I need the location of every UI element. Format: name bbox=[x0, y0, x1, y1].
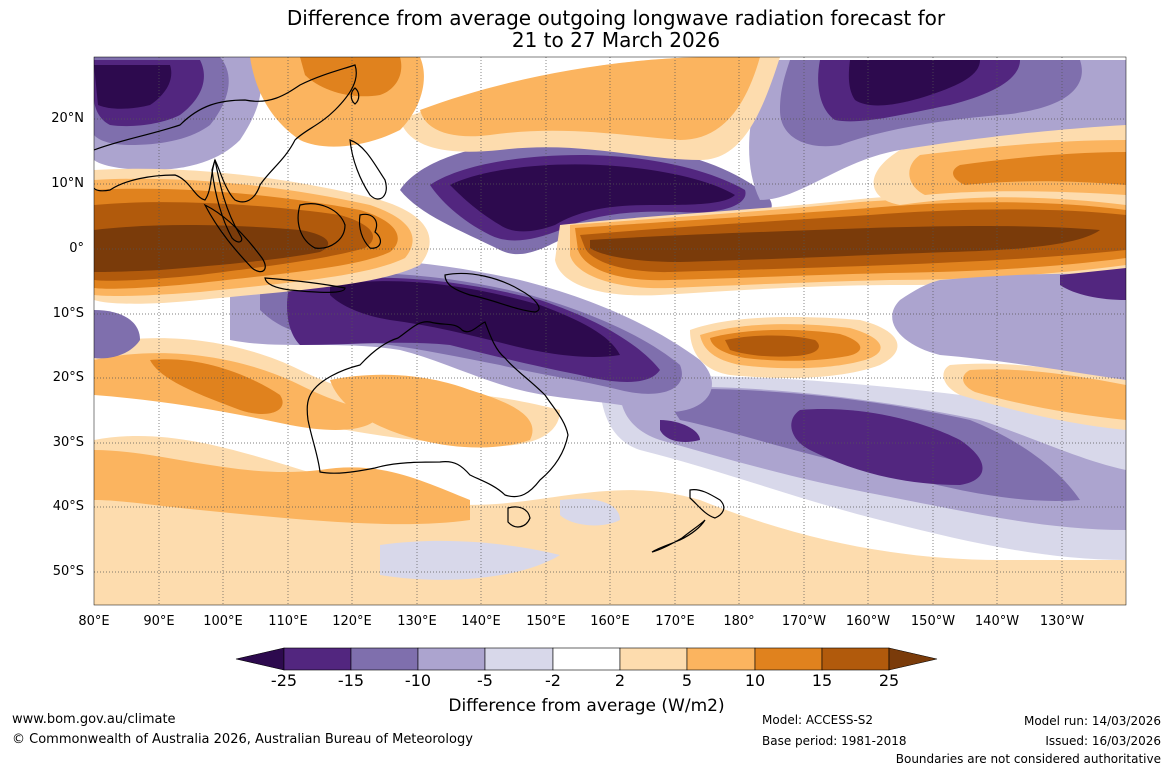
colorbar-bin-8 bbox=[821, 647, 890, 671]
lon-label-90e: 90°E bbox=[143, 614, 175, 629]
lat-label-20s: 20°S bbox=[52, 370, 84, 385]
issued-date: Issued: 16/03/2026 bbox=[1045, 734, 1161, 748]
colorbar-label-minus5: -5 bbox=[477, 671, 493, 690]
lon-label-160e: 160°E bbox=[590, 614, 630, 629]
colorbar-label-5: 5 bbox=[681, 671, 693, 690]
lon-label-170w: 170°W bbox=[781, 614, 827, 629]
colorbar-label-minus15: -15 bbox=[337, 671, 365, 690]
graticule bbox=[94, 57, 1126, 605]
lon-label-140w: 140°W bbox=[974, 614, 1020, 629]
colorbar-bin-0 bbox=[283, 647, 352, 671]
lon-label-140e: 140°E bbox=[461, 614, 501, 629]
taiwan-coastline bbox=[350, 87, 360, 105]
anomaly-field bbox=[94, 57, 1126, 605]
australia-coastline bbox=[306, 321, 569, 498]
copyright-text: © Commonwealth of Australia 2026, Austra… bbox=[12, 732, 473, 747]
lon-label-160w: 160°W bbox=[845, 614, 891, 629]
map-frame bbox=[93, 56, 1127, 606]
lat-label-10n: 10°N bbox=[51, 176, 84, 191]
colorbar-high-arrow bbox=[888, 647, 938, 671]
borneo-coastline bbox=[297, 203, 346, 249]
colorbar-bin-7 bbox=[754, 647, 823, 671]
colorbar-label-10: 10 bbox=[744, 671, 766, 690]
new-guinea-coastline bbox=[444, 272, 540, 313]
sulawesi-coastline bbox=[358, 213, 382, 249]
lon-label-180: 180° bbox=[723, 614, 755, 629]
colorbar-label-25: 25 bbox=[878, 671, 900, 690]
colorbar-label-minus10: -10 bbox=[404, 671, 432, 690]
colorbar-label-minus25: -25 bbox=[270, 671, 298, 690]
lon-label-150e: 150°E bbox=[526, 614, 566, 629]
colorbar-bin-1 bbox=[350, 647, 419, 671]
lat-label-10s: 10°S bbox=[52, 306, 84, 321]
lat-label-20n: 20°N bbox=[51, 111, 84, 126]
java-coastline bbox=[264, 277, 346, 293]
model-run-date: Model run: 14/03/2026 bbox=[1023, 714, 1161, 728]
lat-label-0: 0° bbox=[69, 241, 84, 256]
coastlines bbox=[94, 64, 725, 553]
colorbar bbox=[235, 647, 938, 671]
colorbar-label-2: 2 bbox=[614, 671, 626, 690]
malay-peninsula-coastline bbox=[211, 159, 243, 243]
map-title-line1: Difference from average outgoing longwav… bbox=[286, 6, 946, 30]
new-zealand-south-coastline bbox=[651, 519, 706, 553]
new-zealand-north-coastline bbox=[689, 489, 725, 519]
model-name: Model: ACCESS-S2 bbox=[762, 713, 874, 727]
lon-label-120e: 120°E bbox=[332, 614, 372, 629]
philippines-coastline bbox=[349, 139, 387, 200]
lon-label-130w: 130°W bbox=[1039, 614, 1085, 629]
tasmania-coastline bbox=[507, 506, 531, 528]
colorbar-label-minus2: -2 bbox=[545, 671, 561, 690]
lon-label-130e: 130°E bbox=[397, 614, 437, 629]
lon-label-110e: 110°E bbox=[268, 614, 308, 629]
base-period: Base period: 1981-2018 bbox=[762, 734, 907, 748]
lon-label-80e: 80°E bbox=[78, 614, 110, 629]
lat-label-30s: 30°S bbox=[52, 435, 84, 450]
colorbar-bin-4 bbox=[552, 647, 621, 671]
lon-label-150w: 150°W bbox=[910, 614, 956, 629]
colorbar-bin-3 bbox=[484, 647, 554, 671]
map-title-line2: 21 to 27 March 2026 bbox=[511, 28, 721, 52]
website-link[interactable]: www.bom.gov.au/climate bbox=[12, 712, 176, 727]
colorbar-bin-5 bbox=[619, 647, 688, 671]
colorbar-title: Difference from average (W/m2) bbox=[448, 696, 725, 716]
sumatra-coastline bbox=[203, 203, 266, 273]
asia-mainland-coastline bbox=[94, 64, 357, 203]
colorbar-low-arrow bbox=[235, 647, 285, 671]
lat-label-50s: 50°S bbox=[52, 564, 84, 579]
colorbar-bin-6 bbox=[686, 647, 756, 671]
boundary-disclaimer: Boundaries are not considered authoritat… bbox=[895, 752, 1161, 766]
lon-label-170e: 170°E bbox=[655, 614, 695, 629]
colorbar-bin-2 bbox=[417, 647, 486, 671]
lon-label-100e: 100°E bbox=[203, 614, 243, 629]
colorbar-label-15: 15 bbox=[811, 671, 833, 690]
lat-label-40s: 40°S bbox=[52, 499, 84, 514]
